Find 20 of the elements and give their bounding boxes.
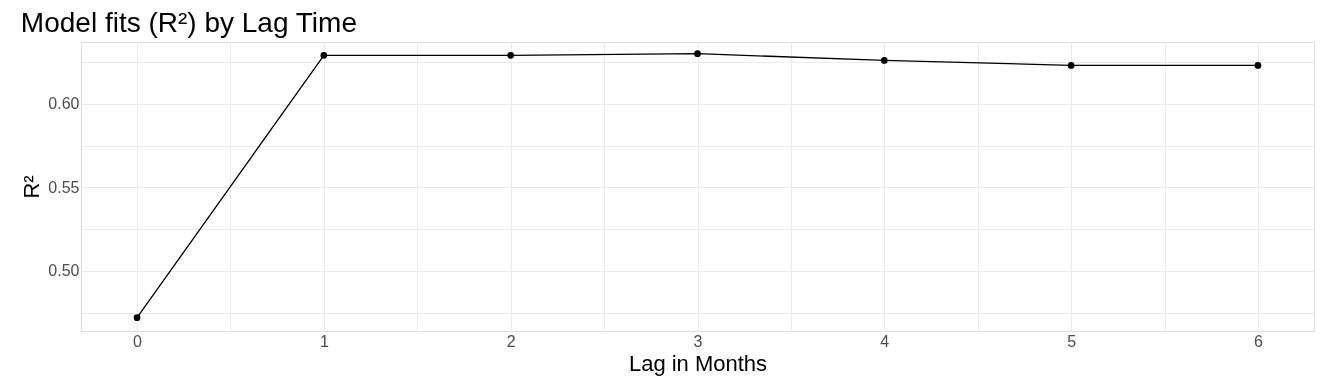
point	[507, 52, 515, 59]
x-tick-label: 5	[1067, 332, 1077, 350]
x-tick-label: 4	[880, 332, 890, 350]
x-tick-label: 0	[133, 332, 143, 350]
x-tick-label: 6	[1254, 332, 1263, 350]
x-tick-label: 2	[506, 332, 516, 350]
y-axis-title: R²	[19, 175, 45, 199]
y-tick-label: 0.55	[48, 178, 80, 196]
point	[1254, 62, 1262, 69]
y-tick-label: 0.60	[48, 95, 80, 113]
x-axis-title: Lag in Months	[628, 350, 768, 376]
point	[320, 52, 328, 59]
point	[1067, 62, 1075, 69]
point	[880, 57, 888, 64]
x-tick-label: 3	[693, 332, 703, 350]
point	[694, 50, 701, 58]
point	[133, 314, 141, 321]
x-tick-label: 1	[319, 332, 329, 350]
chart-title: Model fits (R²) by Lag Time	[20, 7, 357, 38]
y-tick-label: 0.50	[48, 262, 80, 280]
